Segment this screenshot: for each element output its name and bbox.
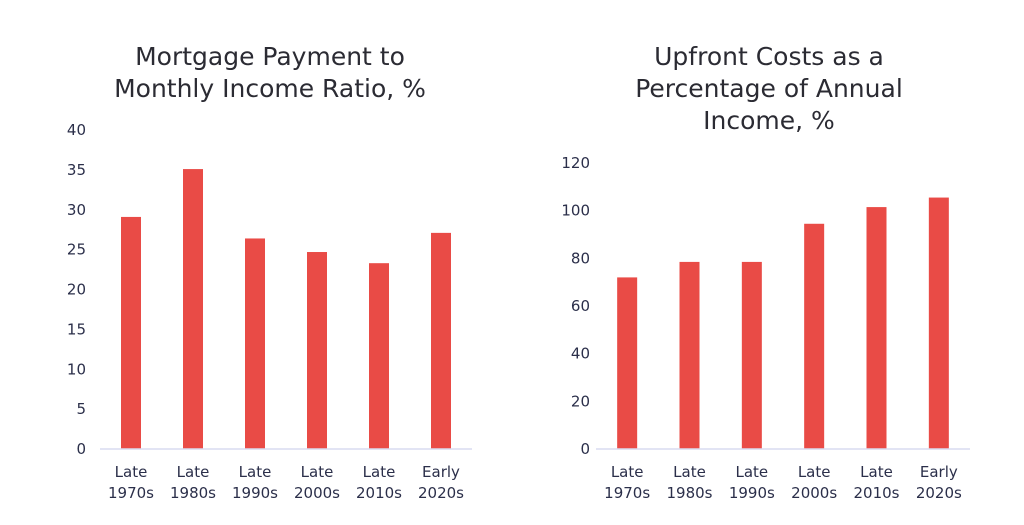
bar: [307, 252, 327, 449]
x-category-label: 2000s: [294, 484, 340, 502]
x-category-label: Late: [860, 463, 893, 481]
bar: [804, 223, 825, 449]
chart-title-line: Monthly Income Ratio, %: [114, 74, 426, 103]
y-tick-label: 10: [67, 360, 86, 378]
bar: [928, 197, 949, 449]
bar: [741, 261, 762, 449]
chart-mortgage-ratio: Mortgage Payment to Monthly Income Ratio,…: [67, 42, 472, 502]
bar: [866, 207, 887, 449]
x-category-label: Early: [920, 463, 958, 481]
y-tick-label: 80: [571, 249, 590, 267]
x-category-label: 1990s: [232, 484, 278, 502]
y-tick-label: 40: [571, 345, 590, 363]
bar: [121, 216, 141, 449]
y-tick-label: 0: [76, 440, 86, 458]
y-tick-label: 20: [67, 281, 86, 299]
x-category-label: Late: [239, 463, 272, 481]
y-tick-label: 25: [67, 241, 86, 259]
y-tick-label: 30: [67, 201, 86, 219]
y-tick-label: 35: [67, 161, 86, 179]
chart-upfront-costs: Upfront Costs as a Percentage of Annual In…: [561, 42, 970, 502]
x-category-label: 2020s: [418, 484, 464, 502]
x-category-label: 2020s: [916, 484, 962, 502]
x-category-label: 1990s: [729, 484, 775, 502]
chart-title-line: Income, %: [703, 106, 835, 135]
y-tick-label: 120: [561, 154, 590, 172]
chart-title-line: Percentage of Annual: [635, 74, 903, 103]
x-category-label: Late: [301, 463, 334, 481]
bar: [183, 169, 203, 449]
x-category-label: Late: [735, 463, 768, 481]
y-tick-label: 100: [561, 202, 590, 220]
bar: [245, 238, 265, 449]
y-tick-label: 20: [571, 392, 590, 410]
x-category-label: Late: [798, 463, 831, 481]
y-tick-label: 15: [67, 320, 86, 338]
bar: [617, 277, 638, 449]
x-category-label: 2010s: [356, 484, 402, 502]
x-category-label: Late: [611, 463, 644, 481]
bar: [369, 263, 389, 449]
x-category-label: Late: [363, 463, 396, 481]
x-category-label: Late: [177, 463, 210, 481]
x-category-label: 1970s: [604, 484, 650, 502]
chart-title-line: Upfront Costs as a: [654, 42, 884, 71]
x-category-label: 2010s: [854, 484, 900, 502]
x-category-label: 1980s: [170, 484, 216, 502]
x-category-label: Early: [422, 463, 460, 481]
bar: [431, 232, 451, 449]
bar: [679, 261, 700, 449]
y-tick-label: 5: [76, 400, 86, 418]
x-category-label: Late: [673, 463, 706, 481]
y-tick-label: 60: [571, 297, 590, 315]
x-category-label: Late: [115, 463, 148, 481]
y-tick-label: 0: [580, 440, 590, 458]
chart-title-line: Mortgage Payment to: [135, 42, 405, 71]
y-tick-label: 40: [67, 121, 86, 139]
x-category-label: 1980s: [667, 484, 713, 502]
x-category-label: 2000s: [791, 484, 837, 502]
x-category-label: 1970s: [108, 484, 154, 502]
